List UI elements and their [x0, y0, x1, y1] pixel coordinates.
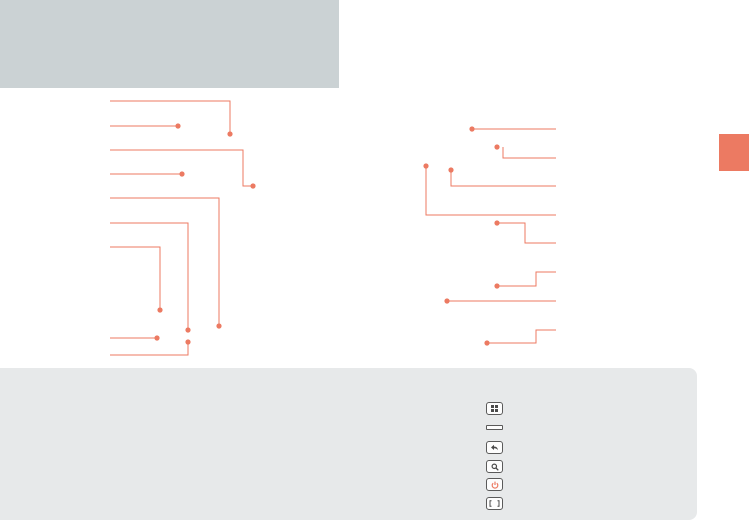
callout-dot: [250, 183, 256, 189]
callout-dot: [185, 339, 191, 345]
callout-line-right-8: [487, 329, 556, 344]
callout-dot: [227, 131, 233, 137]
callout-dot: [216, 323, 222, 329]
callout-dot: [423, 163, 429, 169]
apps-grid-icon: [486, 402, 503, 415]
callout-dot: [484, 340, 490, 346]
callout-line-left-3: [110, 149, 252, 187]
callout-dot: [494, 144, 500, 150]
power-icon: [486, 478, 503, 491]
callout-dot: [154, 335, 160, 341]
callout-dot: [494, 220, 500, 226]
bar-icon: [486, 425, 503, 430]
callout-line-left-7: [110, 246, 161, 310]
brackets-icon: [486, 497, 503, 510]
callout-line-left-5: [110, 197, 220, 326]
header-image-placeholder: [0, 0, 339, 88]
search-icon: [486, 460, 503, 473]
callout-dot: [175, 123, 181, 129]
callout-dot: [444, 298, 450, 304]
callout-dot: [157, 307, 163, 313]
callout-line-right-3: [450, 170, 556, 187]
callout-line-left-6: [110, 222, 189, 330]
callout-dot: [494, 283, 500, 289]
callout-line-left-1: [110, 100, 231, 133]
callout-dot: [179, 171, 185, 177]
callout-line-right-4: [425, 166, 556, 216]
callout-line-right-2: [502, 147, 556, 159]
back-arrow-icon: [486, 441, 503, 454]
callout-dot: [185, 327, 191, 333]
callout-line-left-9: [110, 342, 189, 356]
section-tab: [719, 134, 749, 171]
legend-panel: [0, 368, 697, 520]
callout-dot: [448, 167, 454, 173]
callout-dot: [469, 126, 475, 132]
callout-line-right-6: [497, 271, 556, 287]
callout-line-right-5: [497, 222, 556, 244]
